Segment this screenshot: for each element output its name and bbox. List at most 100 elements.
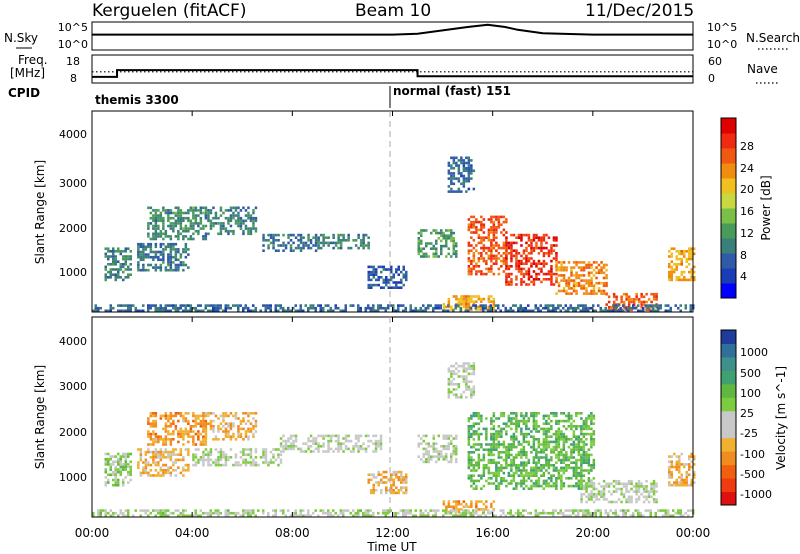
velocity-cell: [472, 385, 476, 389]
velocity-cell: [585, 438, 588, 441]
velocity-cell: [550, 427, 553, 431]
power-cell: [189, 227, 193, 230]
power-cell: [445, 255, 448, 258]
power-cell: [202, 206, 205, 210]
power-cell: [402, 276, 405, 279]
velocity-cell: [154, 448, 158, 451]
power-cell: [167, 242, 170, 246]
velocity-cell: [357, 439, 360, 443]
power-cell: [299, 249, 303, 252]
power-cell: [462, 179, 466, 183]
velocity-cell: [322, 450, 325, 453]
velocity-cell: [472, 362, 476, 365]
velocity-cell: [642, 490, 646, 493]
velocity-cell: [605, 485, 608, 488]
velocity-cell: [412, 514, 415, 518]
power-cell: [517, 267, 521, 271]
velocity-cell: [575, 448, 578, 451]
velocity-cell: [292, 445, 295, 448]
velocity-cell: [139, 509, 142, 512]
velocity-cell: [452, 509, 455, 512]
velocity-cell: [157, 453, 160, 456]
power-cell: [597, 289, 601, 293]
power-cell: [329, 309, 332, 313]
power-cell: [159, 214, 163, 217]
velocity-cell: [455, 388, 458, 391]
velocity-cell: [119, 457, 122, 461]
power-cell: [502, 304, 505, 307]
power-cell: [194, 309, 197, 313]
velocity-cell: [447, 390, 451, 394]
power-cell: [497, 220, 501, 224]
velocity-cell: [472, 370, 476, 373]
power-cell: [237, 309, 240, 313]
power-cell: [552, 239, 556, 242]
velocity-cell: [467, 417, 471, 420]
power-cell: [480, 241, 483, 245]
velocity-cell: [424, 509, 427, 512]
velocity-cell: [405, 481, 408, 484]
velocity-cell: [545, 453, 548, 457]
power-cell: [445, 244, 448, 248]
velocity-cell: [299, 511, 302, 515]
power-cell: [154, 219, 158, 223]
velocity-cell: [675, 481, 678, 484]
velocity-cell: [550, 419, 553, 423]
velocity-cell: [297, 514, 300, 518]
power-cell: [132, 304, 135, 307]
velocity-cell: [522, 509, 525, 512]
power-cell: [465, 169, 468, 173]
velocity-cell: [104, 476, 107, 479]
velocity-cell: [409, 509, 412, 512]
velocity-cell: [432, 514, 435, 518]
power-cell: [465, 161, 468, 165]
velocity-cell: [585, 443, 588, 446]
velocity-cell: [294, 511, 297, 515]
velocity-colorbar-segment: [721, 478, 736, 493]
power-cell: [217, 222, 220, 225]
velocity-cell: [99, 511, 102, 515]
velocity-cell: [542, 482, 546, 485]
velocity-cell: [464, 511, 467, 515]
velocity-cell: [480, 487, 483, 490]
velocity-cell: [577, 451, 581, 454]
velocity-cell: [174, 412, 178, 415]
velocity-cell: [274, 458, 278, 462]
velocity-cell: [104, 514, 107, 518]
velocity-cell: [167, 450, 170, 454]
velocity-colorbar: [721, 330, 736, 506]
velocity-colorbar-segment: [721, 383, 736, 398]
velocity-cell: [467, 451, 471, 454]
velocity-cell: [472, 509, 475, 512]
velocity-cell: [219, 427, 223, 431]
power-cell: [149, 211, 153, 215]
velocity-cell: [209, 448, 213, 451]
velocity-cell: [452, 388, 456, 391]
velocity-cell: [222, 456, 225, 459]
velocity-cell: [615, 482, 618, 486]
velocity-cell: [472, 422, 476, 425]
velocity-cell: [385, 481, 388, 484]
velocity-cell: [242, 509, 245, 512]
power-cell: [162, 306, 165, 310]
velocity-cell: [187, 469, 190, 472]
power-cell: [189, 219, 193, 223]
velocity-cell: [602, 490, 606, 493]
velocity-cell: [172, 422, 175, 425]
power-cell: [582, 279, 586, 282]
velocity-cell: [514, 511, 517, 515]
power-cell: [517, 259, 521, 263]
power-cell: [209, 222, 213, 225]
velocity-cell: [485, 417, 488, 420]
velocity-cell: [542, 440, 546, 444]
power-cell: [352, 239, 355, 242]
velocity-cell: [507, 451, 511, 454]
power-cell: [307, 233, 310, 237]
velocity-cell: [497, 451, 501, 454]
velocity-cell: [497, 445, 501, 449]
power-cell: [159, 268, 163, 272]
power-cell: [467, 305, 471, 309]
power-cell: [602, 289, 606, 293]
power-cell: [272, 246, 275, 250]
velocity-cell: [327, 509, 330, 512]
